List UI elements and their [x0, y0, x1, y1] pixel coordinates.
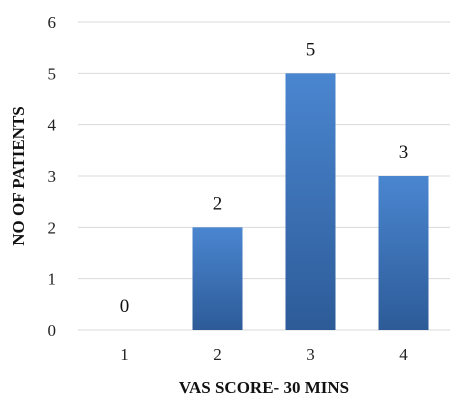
y-tick-label: 3 [48, 167, 57, 186]
data-label-4: 3 [399, 142, 409, 163]
x-tick-label: 3 [306, 345, 315, 364]
x-tick-label: 2 [213, 345, 222, 364]
y-axis-title: NO OF PATIENTS [9, 106, 28, 245]
x-axis-ticks: 1 2 3 4 [120, 345, 408, 364]
y-tick-label: 0 [48, 321, 57, 340]
y-tick-label: 4 [48, 116, 57, 135]
bar-3 [285, 73, 336, 330]
data-label-3: 5 [306, 39, 316, 60]
x-tick-label: 4 [399, 345, 408, 364]
x-tick-label: 1 [120, 345, 129, 364]
data-label-2: 2 [213, 193, 223, 214]
data-label-1: 0 [120, 296, 130, 317]
x-axis-title: VAS SCORE- 30 MINS [179, 378, 349, 397]
gridlines [78, 21, 450, 331]
bar-2 [192, 227, 243, 330]
y-tick-label: 1 [48, 270, 57, 289]
bars [192, 73, 429, 330]
data-labels: 0 2 5 3 [120, 39, 409, 317]
bar-4 [378, 176, 429, 330]
y-tick-label: 2 [48, 218, 57, 237]
y-axis-ticks: 0 1 2 3 4 5 6 [48, 13, 57, 340]
y-tick-label: 5 [48, 64, 57, 83]
y-tick-label: 6 [48, 13, 57, 32]
